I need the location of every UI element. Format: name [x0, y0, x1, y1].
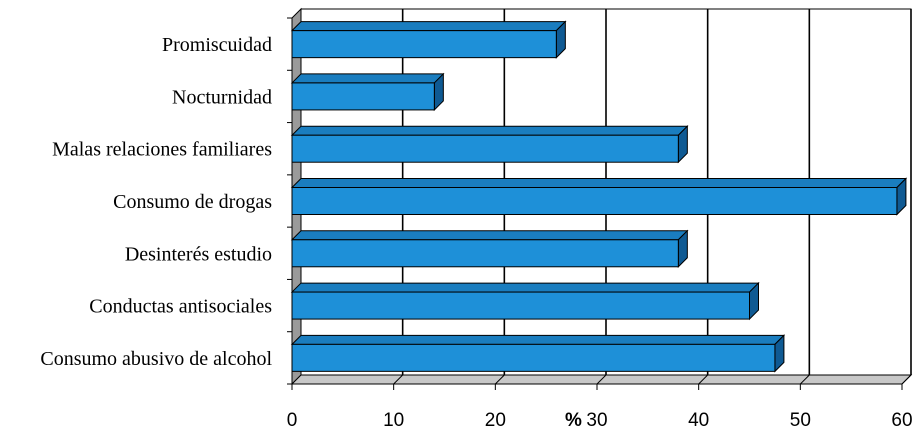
bar-2 [290, 125, 689, 164]
bar-top-face [290, 125, 689, 136]
bar-top-face [290, 282, 760, 293]
bar-1 [290, 72, 445, 112]
bar-5 [290, 281, 760, 321]
bar-front-face [291, 187, 898, 215]
x-tick-label: 0 [287, 410, 298, 431]
bar-front-face [291, 134, 679, 163]
category-label: Promiscuidad [162, 34, 272, 56]
x-tick-label: 50 [790, 410, 811, 431]
x-tick-label: 60 [891, 410, 912, 431]
bar-front-face [291, 291, 750, 320]
bar-front-face [291, 30, 557, 59]
bar-front-face [291, 343, 776, 372]
x-tick-label: 20 [485, 410, 506, 431]
category-label: Malas relaciones familiares [52, 139, 272, 161]
category-label: Conductas antisociales [89, 296, 272, 318]
bar-0 [290, 20, 567, 59]
gridline-floor [393, 374, 404, 385]
x-tick-labels: 0 10 20 30 40 50 60 [287, 383, 913, 431]
x-tick-label: 40 [688, 410, 709, 431]
category-label: Nocturnidad [172, 86, 272, 108]
gridline-floor [494, 374, 505, 385]
bar-top-face [290, 178, 908, 188]
category-label: Desinterés estudio [125, 243, 272, 265]
bar-front-face [291, 239, 679, 268]
bar-top-face [290, 334, 786, 345]
bar-front-face [291, 82, 435, 111]
gridline-floor [596, 374, 607, 385]
x-tick-label: 30 [586, 410, 607, 431]
bar-top-face [290, 21, 567, 32]
category-label: Consumo de drogas [113, 191, 272, 213]
category-labels: Promiscuidad Nocturnidad Malas relaciones … [40, 34, 272, 370]
x-axis-unit-label: % [565, 410, 582, 431]
bars [290, 20, 908, 373]
bar-top-face [290, 73, 445, 84]
gridline-floor [901, 374, 912, 385]
x-tick-label: 10 [383, 410, 404, 431]
bar-4 [290, 229, 689, 268]
bar-3 [290, 177, 908, 216]
category-label: Consumo abusivo de alcohol [40, 348, 272, 370]
gridline-floor [698, 374, 709, 385]
gridline-floor [799, 374, 810, 385]
bar-6 [290, 334, 786, 373]
bar-top-face [290, 230, 689, 241]
